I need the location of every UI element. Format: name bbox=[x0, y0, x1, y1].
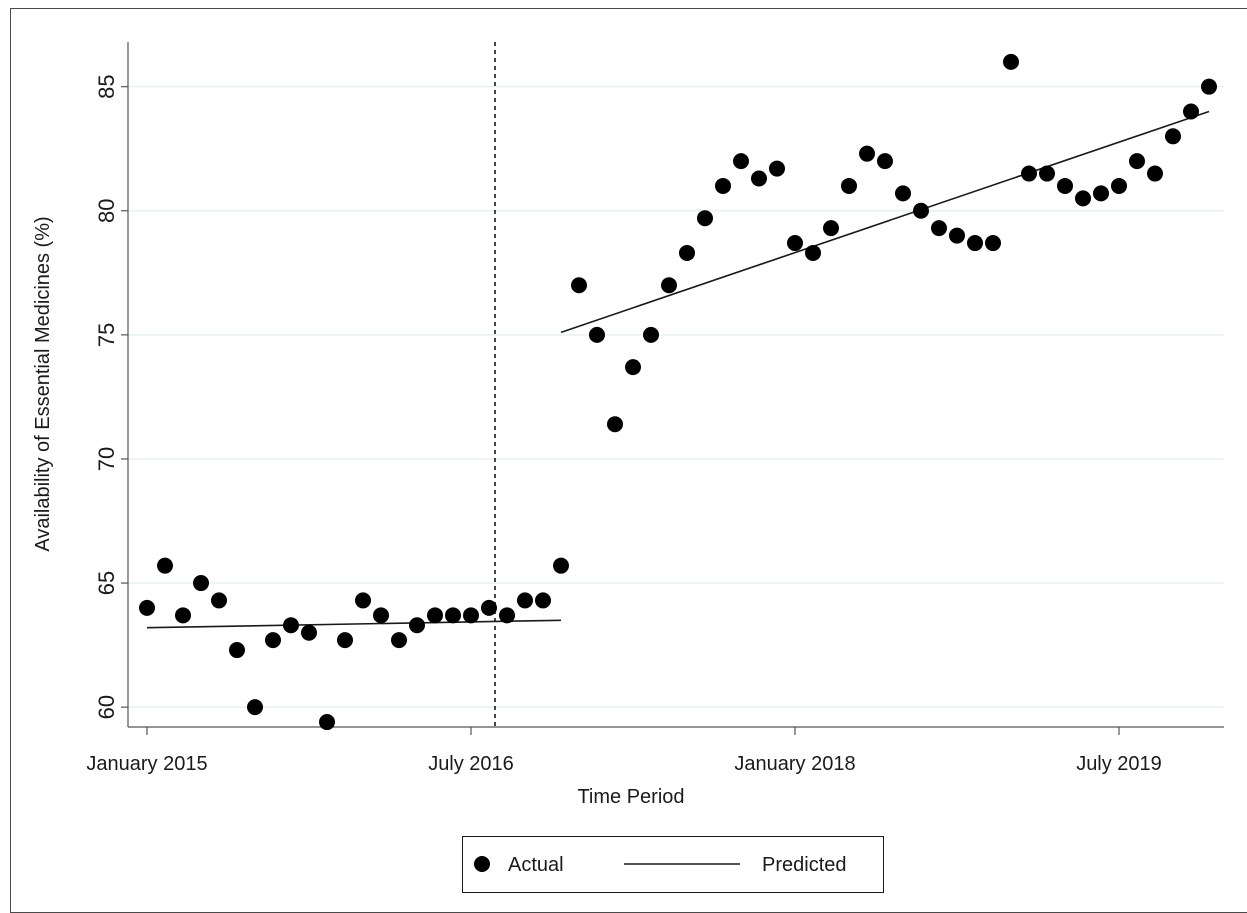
actual-point-2019-07 bbox=[1111, 177, 1127, 194]
actual-point-2018-08 bbox=[913, 202, 929, 219]
actual-point-2015-08 bbox=[265, 632, 281, 649]
actual-point-2015-06 bbox=[229, 642, 245, 659]
actual-point-2017-05 bbox=[643, 326, 659, 343]
actual-point-2018-01 bbox=[787, 235, 803, 252]
actual-point-2015-07 bbox=[247, 699, 263, 716]
actual-point-2019-05 bbox=[1075, 190, 1091, 207]
actual-point-2019-09 bbox=[1147, 165, 1163, 182]
legend-actual-marker bbox=[474, 856, 490, 872]
actual-point-2017-08 bbox=[697, 210, 713, 227]
gridlines bbox=[128, 85, 1224, 708]
y-tick-label-85: 85 bbox=[94, 74, 119, 98]
actual-point-2017-06 bbox=[661, 277, 677, 294]
actual-point-2015-09 bbox=[283, 617, 299, 634]
y-tick-label-75: 75 bbox=[94, 323, 119, 347]
actual-point-2018-03 bbox=[823, 220, 839, 237]
legend: Actual Predicted bbox=[462, 836, 884, 893]
legend-actual-label: Actual bbox=[508, 854, 564, 876]
actual-point-2018-10 bbox=[949, 227, 965, 244]
actual-point-2016-10 bbox=[517, 592, 533, 609]
actual-point-2016-07 bbox=[463, 607, 479, 624]
actual-point-2015-11 bbox=[319, 714, 335, 731]
predicted-series bbox=[146, 110, 1210, 629]
actual-point-2015-03 bbox=[175, 607, 191, 624]
actual-point-2017-03 bbox=[607, 416, 623, 433]
actual-point-2019-01 bbox=[1003, 53, 1019, 70]
actual-point-2019-03 bbox=[1039, 165, 1055, 182]
actual-point-2018-04 bbox=[841, 177, 857, 194]
actual-point-2017-10 bbox=[733, 153, 749, 170]
actual-point-2017-04 bbox=[625, 359, 641, 376]
actual-point-2017-02 bbox=[589, 326, 605, 343]
actual-point-2015-10 bbox=[301, 624, 317, 641]
actual-point-2018-09 bbox=[931, 220, 947, 237]
x-tick-label-0: January 2015 bbox=[86, 753, 207, 775]
actual-point-2017-11 bbox=[751, 170, 767, 187]
x-tick-label-3: July 2019 bbox=[1076, 753, 1162, 775]
actual-point-2018-05 bbox=[859, 145, 875, 162]
x-tick-label-1: July 2016 bbox=[428, 753, 514, 775]
actual-point-2019-08 bbox=[1129, 153, 1145, 170]
legend-predicted-label: Predicted bbox=[762, 854, 847, 876]
actual-point-2016-05 bbox=[427, 607, 443, 624]
actual-point-2019-06 bbox=[1093, 185, 1109, 202]
actual-point-2015-02 bbox=[157, 557, 173, 574]
actual-point-2018-02 bbox=[805, 244, 821, 261]
predicted-line-segment-0 bbox=[146, 619, 562, 629]
actual-point-2019-11 bbox=[1183, 103, 1199, 120]
actual-point-2016-03 bbox=[391, 632, 407, 649]
actual-point-2015-04 bbox=[193, 575, 209, 592]
y-tick-label-65: 65 bbox=[94, 571, 119, 595]
actual-point-2017-09 bbox=[715, 177, 731, 194]
actual-point-2017-12 bbox=[769, 160, 785, 177]
actual-point-2016-01 bbox=[355, 592, 371, 609]
actual-point-2019-10 bbox=[1165, 128, 1181, 145]
predicted-line-segment-1 bbox=[560, 110, 1210, 334]
actual-point-2016-06 bbox=[445, 607, 461, 624]
actual-point-2018-12 bbox=[985, 235, 1001, 252]
x-tick-label-2: January 2018 bbox=[734, 753, 855, 775]
plot-area bbox=[128, 42, 1224, 727]
actual-point-2016-09 bbox=[499, 607, 515, 624]
actual-point-2019-04 bbox=[1057, 177, 1073, 194]
actual-point-2015-05 bbox=[211, 592, 227, 609]
y-axis-label: Availability of Essential Medicines (%) bbox=[32, 216, 54, 551]
actual-point-2017-07 bbox=[679, 244, 695, 261]
y-axis-ticks: 60 65 70 75 80 85 bbox=[94, 74, 128, 719]
actual-point-2019-12 bbox=[1201, 78, 1217, 95]
actual-point-2018-07 bbox=[895, 185, 911, 202]
actual-point-2017-01 bbox=[571, 277, 587, 294]
y-tick-label-70: 70 bbox=[94, 447, 119, 471]
actual-point-2018-11 bbox=[967, 235, 983, 252]
actual-point-2015-12 bbox=[337, 632, 353, 649]
actual-series bbox=[139, 53, 1217, 731]
actual-point-2015-01 bbox=[139, 599, 155, 616]
actual-point-2016-11 bbox=[535, 592, 551, 609]
y-tick-label-80: 80 bbox=[94, 199, 119, 223]
actual-point-2016-04 bbox=[409, 617, 425, 634]
actual-point-2016-12 bbox=[553, 557, 569, 574]
actual-point-2016-08 bbox=[481, 599, 497, 616]
x-axis-label: Time Period bbox=[577, 786, 684, 808]
actual-point-2019-02 bbox=[1021, 165, 1037, 182]
y-tick-label-60: 60 bbox=[94, 695, 119, 719]
actual-point-2016-02 bbox=[373, 607, 389, 624]
x-axis-ticks: January 2015 July 2016 January 2018 July 20… bbox=[86, 727, 1162, 775]
actual-point-2018-06 bbox=[877, 153, 893, 170]
